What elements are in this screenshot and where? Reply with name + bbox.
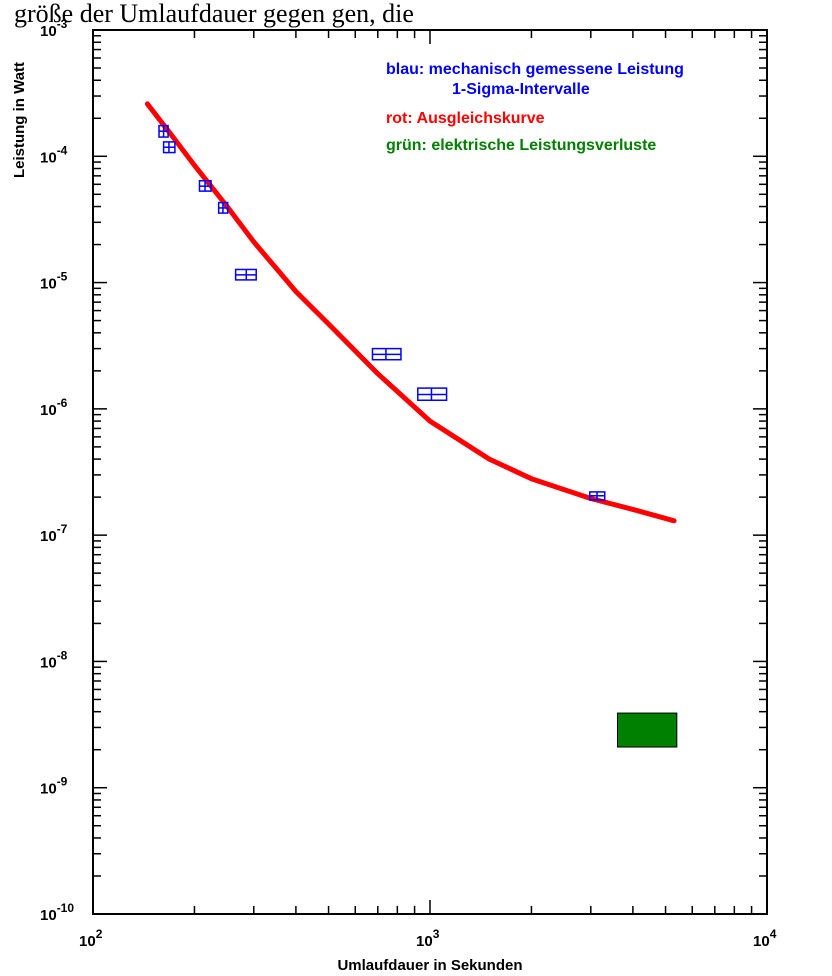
y-axis-title: Leistung in Watt <box>11 62 28 178</box>
y-tick-labels: 10-3 10-4 10-5 10-6 10-7 10-8 10-9 10-10 <box>40 17 74 924</box>
data-point <box>234 268 257 281</box>
plot-area <box>92 29 768 915</box>
data-point <box>589 491 606 501</box>
data-point <box>217 201 229 214</box>
y-tick-label: 10-4 <box>40 143 68 166</box>
legend-entry-green: grün: elektrische Leistungsverluste <box>386 137 656 154</box>
legend-entry-blue-sub: 1-Sigma-Intervalle <box>452 81 590 98</box>
minor-ticks <box>93 30 767 914</box>
x-tick-label: 103 <box>416 927 440 950</box>
red-series <box>144 101 677 524</box>
green-loss-rect <box>616 712 678 748</box>
blue-series <box>158 124 606 501</box>
x-tick-labels: 102 103 104 <box>79 927 777 950</box>
legend: blau: mechanisch gemessene Leistung 1-Si… <box>386 61 684 154</box>
major-ticks <box>92 30 767 915</box>
data-point <box>158 124 169 138</box>
y-tick-label: 10-8 <box>40 648 68 671</box>
y-tick-label: 10-7 <box>40 522 68 545</box>
header-fragment: größe der Umlaufdauer gegen gen, die <box>14 0 414 28</box>
data-point <box>162 141 176 154</box>
x-tick-label: 102 <box>79 927 103 950</box>
legend-entry-red: rot: Ausgleichskurve <box>386 110 545 127</box>
data-point <box>417 387 448 401</box>
fit-curve <box>144 101 677 524</box>
data-point <box>198 180 212 192</box>
data-point <box>371 347 402 361</box>
y-tick-label: 10-9 <box>40 775 68 798</box>
y-tick-label: 10-10 <box>40 901 74 924</box>
y-tick-label: 10-6 <box>40 396 68 419</box>
x-axis-title: Umlaufdauer in Sekunden <box>337 957 522 974</box>
green-series <box>616 712 678 748</box>
y-tick-label: 10-3 <box>40 17 68 40</box>
x-tick-label: 104 <box>753 927 777 950</box>
y-tick-label: 10-5 <box>40 270 68 293</box>
legend-entry-blue: blau: mechanisch gemessene Leistung <box>386 61 684 78</box>
